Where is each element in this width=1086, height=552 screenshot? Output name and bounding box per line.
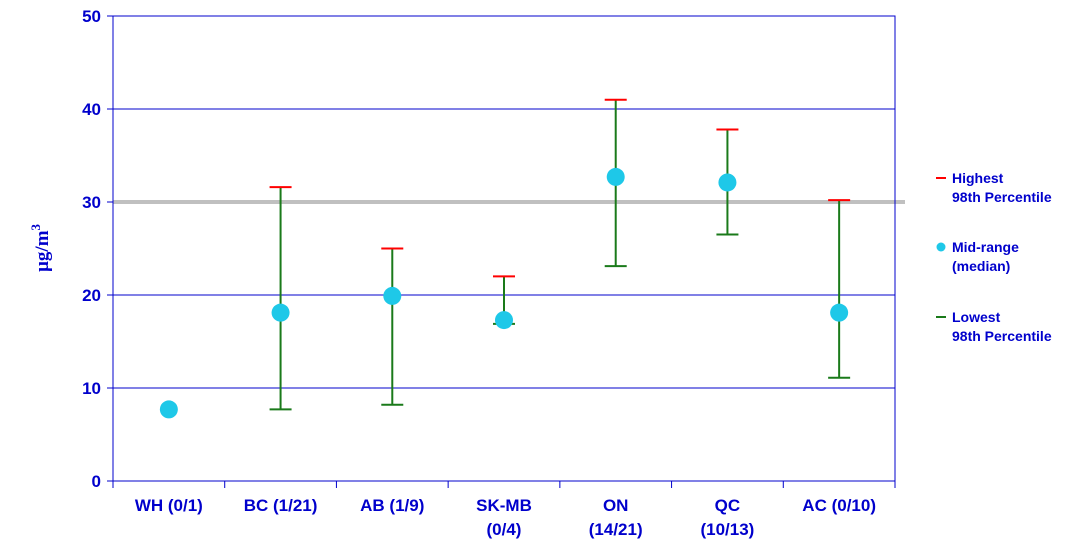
x-label-5-line1: QC <box>715 496 741 515</box>
x-label-6-line1: AC (0/10) <box>802 496 876 515</box>
median-point-3 <box>495 311 513 330</box>
median-point-5 <box>718 173 737 192</box>
median-point-1 <box>271 303 290 322</box>
x-label-0-line1: WH (0/1) <box>135 496 203 515</box>
legend: Highest 98th Percentile Mid-range (media… <box>936 170 1052 344</box>
y-tick-label-10: 10 <box>82 379 101 398</box>
y-tick-label-50: 50 <box>82 7 101 26</box>
legend-item-highest: Highest 98th Percentile <box>936 170 1052 205</box>
axes <box>107 15 896 488</box>
median-point-0 <box>159 400 178 419</box>
median-point-6 <box>830 303 849 322</box>
x-label-2-line1: AB (1/9) <box>360 496 424 515</box>
median-point-4 <box>606 167 625 186</box>
median-point-2 <box>383 286 402 305</box>
x-label-4-line1: ON <box>603 496 629 515</box>
x-label-3-line2: (0/4) <box>487 520 522 539</box>
x-label-5-line2: (10/13) <box>700 520 754 539</box>
y-tick-label-0: 0 <box>92 472 101 491</box>
plot-frame <box>112 15 896 482</box>
legend-low-line2: 98th Percentile <box>952 328 1052 344</box>
x-label-3-line1: SK-MB <box>476 496 532 515</box>
y-tick-label-40: 40 <box>82 100 101 119</box>
x-label-1-line1: BC (1/21) <box>244 496 318 515</box>
x-label-4-line2: (14/21) <box>589 520 643 539</box>
y-tick-label-30: 30 <box>82 193 101 212</box>
legend-median-line1: Mid-range <box>952 239 1019 255</box>
legend-item-median: Mid-range (median) <box>936 239 1019 274</box>
data-marks <box>159 98 851 419</box>
legend-high-line2: 98th Percentile <box>952 189 1052 205</box>
x-category-labels: WH (0/1) BC (1/21) AB (1/9) SK-MB (0/4) ON (14… <box>135 496 876 539</box>
y-tick-labels: 0 10 20 30 40 50 <box>82 7 101 491</box>
y-axis-label: µg/m3 <box>28 223 53 272</box>
legend-low-line1: Lowest <box>952 309 1001 325</box>
legend-median-marker <box>936 242 946 252</box>
legend-median-line2: (median) <box>952 258 1010 274</box>
legend-item-lowest: Lowest 98th Percentile <box>936 309 1052 344</box>
y-tick-label-20: 20 <box>82 286 101 305</box>
legend-high-line1: Highest <box>952 170 1004 186</box>
